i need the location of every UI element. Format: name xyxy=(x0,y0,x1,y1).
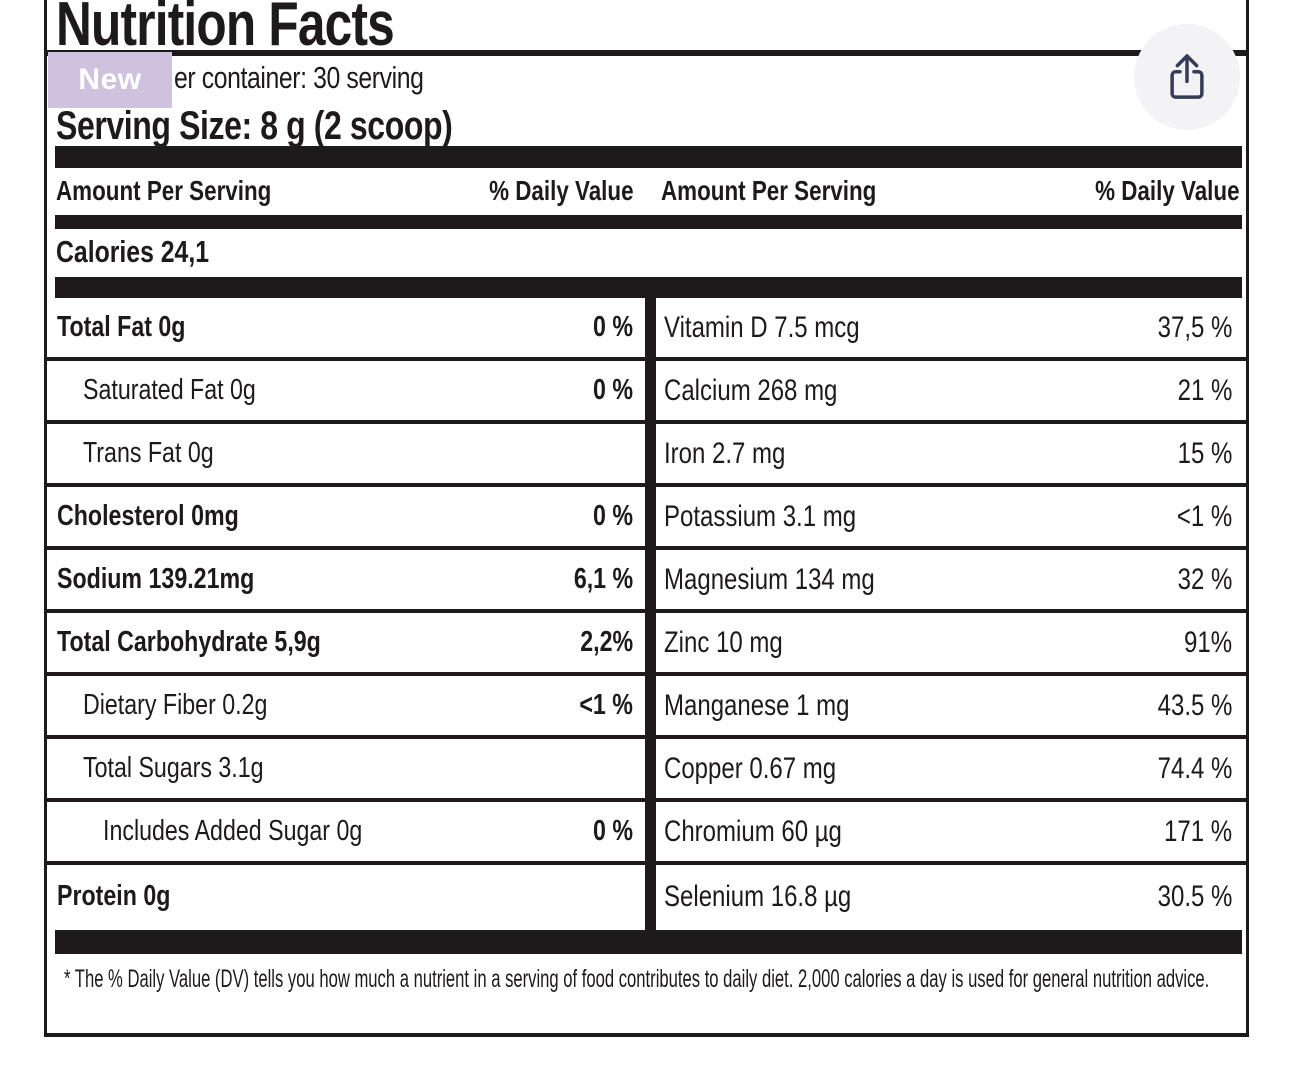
row-value: 91% xyxy=(1183,625,1232,659)
table-row: Total Sugars 3.1g xyxy=(47,739,645,802)
row-value: 0 % xyxy=(593,815,633,847)
row-value: 171 % xyxy=(1163,814,1232,848)
row-label: Selenium 16.8 µg xyxy=(664,879,852,913)
row-value: 43.5 % xyxy=(1157,688,1232,722)
row-label: Includes Added Sugar 0g xyxy=(103,815,363,847)
new-badge-label: New xyxy=(78,63,142,96)
row-label: Cholesterol 0mg xyxy=(57,500,239,532)
daily-value-header-right: % Daily Value xyxy=(1095,175,1240,206)
table-row: Dietary Fiber 0.2g <1 % xyxy=(47,676,645,739)
row-label: Manganese 1 mg xyxy=(664,688,850,722)
row-label: Chromium 60 µg xyxy=(664,814,842,848)
row-value: 6,1 % xyxy=(573,563,633,595)
label-border-left xyxy=(44,0,47,1036)
row-label: Total Carbohydrate 5,9g xyxy=(57,626,321,658)
row-label: Vitamin D 7.5 mcg xyxy=(664,310,860,344)
left-rows: Total Fat 0g 0 % Saturated Fat 0g 0 % Trans … xyxy=(47,298,645,928)
row-value: 21 % xyxy=(1177,373,1232,407)
row-value: 32 % xyxy=(1177,562,1232,596)
row-value: 74.4 % xyxy=(1157,751,1232,785)
row-label: Trans Fat 0g xyxy=(83,437,214,469)
row-label: Saturated Fat 0g xyxy=(83,374,256,406)
thick-rule-top xyxy=(55,146,1242,168)
new-badge: New xyxy=(48,52,172,108)
row-label: Protein 0g xyxy=(57,880,171,912)
row-label: Total Fat 0g xyxy=(57,311,186,343)
table-row: Chromium 60 µg 171 % xyxy=(656,802,1246,865)
row-value: 0 % xyxy=(593,374,633,406)
table-row: Saturated Fat 0g 0 % xyxy=(47,361,645,424)
amount-per-serving-header-left: Amount Per Serving xyxy=(56,175,272,206)
serving-size: Serving Size: 8 g (2 scoop) xyxy=(56,104,453,148)
thin-rule-under-headers xyxy=(55,215,1242,229)
title-underline xyxy=(44,50,1249,56)
table-row: Total Carbohydrate 5,9g 2,2% xyxy=(47,613,645,676)
row-label: Iron 2.7 mg xyxy=(664,436,786,470)
row-label: Calcium 268 mg xyxy=(664,373,838,407)
label-border-right xyxy=(1246,0,1249,1036)
row-value: <1 % xyxy=(579,689,633,721)
label-title-text: Nutrition Facts xyxy=(56,0,395,59)
table-row: Total Fat 0g 0 % xyxy=(47,298,645,361)
row-value: 2,2% xyxy=(580,626,633,658)
row-label: Sodium 139.21mg xyxy=(57,563,255,595)
row-value: 0 % xyxy=(593,500,633,532)
table-row: Trans Fat 0g xyxy=(47,424,645,487)
daily-value-footnote: * The % Daily Value (DV) tells you how m… xyxy=(64,965,1210,993)
column-divider xyxy=(645,298,656,930)
row-label: Magnesium 134 mg xyxy=(664,562,875,596)
share-button[interactable] xyxy=(1134,24,1240,130)
thick-rule-under-calories xyxy=(55,277,1242,298)
row-value: 30.5 % xyxy=(1157,879,1232,913)
table-row: Magnesium 134 mg 32 % xyxy=(656,550,1246,613)
table-row: Vitamin D 7.5 mcg 37,5 % xyxy=(656,298,1246,361)
share-icon xyxy=(1166,51,1208,103)
row-value: 37,5 % xyxy=(1157,310,1232,344)
table-row: Includes Added Sugar 0g 0 % xyxy=(47,802,645,865)
label-border-bottom xyxy=(44,1033,1249,1037)
table-row: Copper 0.67 mg 74.4 % xyxy=(656,739,1246,802)
table-row: Cholesterol 0mg 0 % xyxy=(47,487,645,550)
row-value: <1 % xyxy=(1176,499,1232,533)
table-row: Sodium 139.21mg 6,1 % xyxy=(47,550,645,613)
table-row: Iron 2.7 mg 15 % xyxy=(656,424,1246,487)
amount-per-serving-header-right: Amount Per Serving xyxy=(661,175,877,206)
row-label: Total Sugars 3.1g xyxy=(83,752,264,784)
row-value: 0 % xyxy=(593,311,633,343)
row-label: Dietary Fiber 0.2g xyxy=(83,689,268,721)
table-row: Calcium 268 mg 21 % xyxy=(656,361,1246,424)
calories-row: Calories 24,1 xyxy=(56,234,210,269)
daily-value-header-left: % Daily Value xyxy=(489,175,634,206)
row-label: Zinc 10 mg xyxy=(664,625,783,659)
table-row: Zinc 10 mg 91% xyxy=(656,613,1246,676)
row-label: Potassium 3.1 mg xyxy=(664,499,857,533)
label-title: Nutrition Facts xyxy=(56,0,478,56)
thick-rule-bottom xyxy=(55,930,1242,954)
table-row: Protein 0g xyxy=(47,865,645,928)
row-value: 15 % xyxy=(1177,436,1232,470)
servings-per-container: er container: 30 serving xyxy=(174,60,424,95)
right-rows: Vitamin D 7.5 mcg 37,5 % Calcium 268 mg 21 … xyxy=(656,298,1246,928)
row-label: Copper 0.67 mg xyxy=(664,751,837,785)
table-row: Selenium 16.8 µg 30.5 % xyxy=(656,865,1246,928)
table-row: Potassium 3.1 mg <1 % xyxy=(656,487,1246,550)
table-row: Manganese 1 mg 43.5 % xyxy=(656,676,1246,739)
